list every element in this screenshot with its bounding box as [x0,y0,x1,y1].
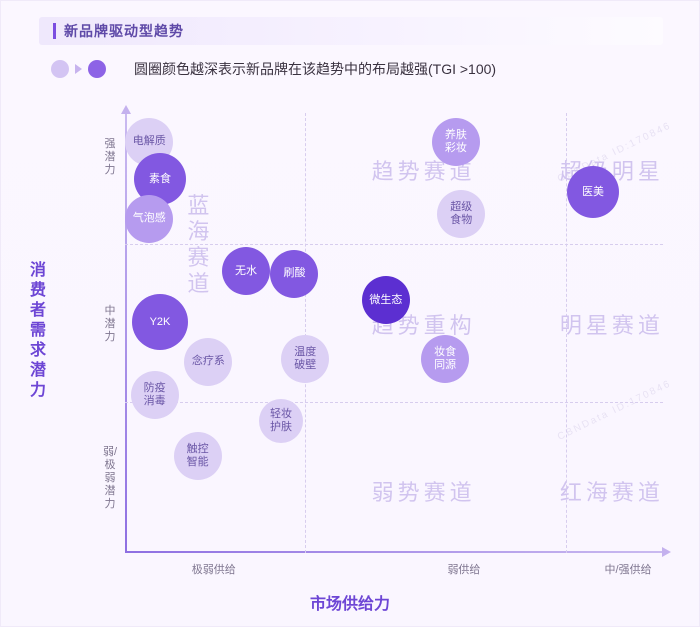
bubble: 养肤 彩妆 [432,118,480,166]
bubble-label: 电解质 [133,135,166,148]
bubble-label: 刷酸 [283,267,305,280]
bubble: 刷酸 [270,250,318,298]
bubble: 温度 破壁 [281,335,329,383]
grid-vline [305,113,306,553]
bubble: Y2K [132,294,188,350]
bubble: 气泡感 [125,195,173,243]
x-tick-label: 中/强供给 [605,561,652,577]
bubble: 轻妆 护肤 [259,399,303,443]
watermark: CBNData ID:170846 [556,378,673,443]
x-axis-label: 市场供给力 [1,590,699,614]
grid-hline [125,402,663,403]
bubble-label: 念疗系 [192,355,225,368]
y-axis-arrow-icon [121,105,131,114]
quadrant-label: 蓝海赛道 [187,193,213,297]
bubble: 医美 [567,166,619,218]
bubble: 触控 智能 [174,432,222,480]
bubble-label: 素食 [149,173,171,186]
x-axis [125,551,663,553]
bubble-label: 无水 [235,265,257,278]
grid-hline [125,244,663,245]
bubble-label: 气泡感 [133,212,166,225]
quadrant-label: 明星赛道 [560,308,664,340]
bubble: 念疗系 [184,338,232,386]
y-axis [125,113,127,553]
bubble: 超级 食物 [437,190,485,238]
legend-arrow-icon [75,64,82,74]
bubble: 微生态 [362,276,410,324]
y-tick-label: 弱/极弱潜力 [103,446,117,511]
legend-caption: 圆圈颜色越深表示新品牌在该趋势中的布局越强(TGI >100) [134,59,496,79]
legend-low-dot [51,60,69,78]
chart-title: 新品牌驱动型趋势 [64,21,184,41]
bubble-label: 超级 食物 [450,201,472,227]
x-tick-label: 弱供给 [447,561,480,577]
bubble: 无水 [222,247,270,295]
bubble-label: 防疫 消毒 [144,382,166,408]
legend-high-dot [88,60,106,78]
legend: 圆圈颜色越深表示新品牌在该趋势中的布局越强(TGI >100) [51,59,496,79]
scatter-chart: CBNData ID:170846 CBNData ID:170846 蓝海赛道… [125,113,663,553]
quadrant-label: 红海赛道 [560,475,664,507]
y-tick-label: 中潜力 [103,305,117,344]
x-tick-label: 极弱供给 [192,561,236,577]
bubble-label: 触控 智能 [187,443,209,469]
bubble-label: 妆食 同源 [434,346,456,372]
title-accent [53,23,56,39]
chart-frame: 新品牌驱动型趋势 圆圈颜色越深表示新品牌在该趋势中的布局越强(TGI >100)… [0,0,700,627]
bubble-label: 医美 [582,186,604,199]
y-axis-label: 消费者需求潜力 [29,261,47,401]
bubble-label: 轻妆 护肤 [270,408,292,434]
y-tick-label: 强潜力 [103,138,117,177]
bubble-label: 养肤 彩妆 [445,129,467,155]
quadrant-label: 弱势赛道 [372,475,476,507]
grid-vline [566,113,567,553]
bubble: 妆食 同源 [421,335,469,383]
bubble-label: 温度 破壁 [294,346,316,372]
bubble-label: 微生态 [369,294,402,307]
bubble-label: Y2K [150,316,171,329]
title-bar: 新品牌驱动型趋势 [39,17,663,45]
bubble: 防疫 消毒 [131,371,179,419]
x-axis-arrow-icon [662,547,671,557]
